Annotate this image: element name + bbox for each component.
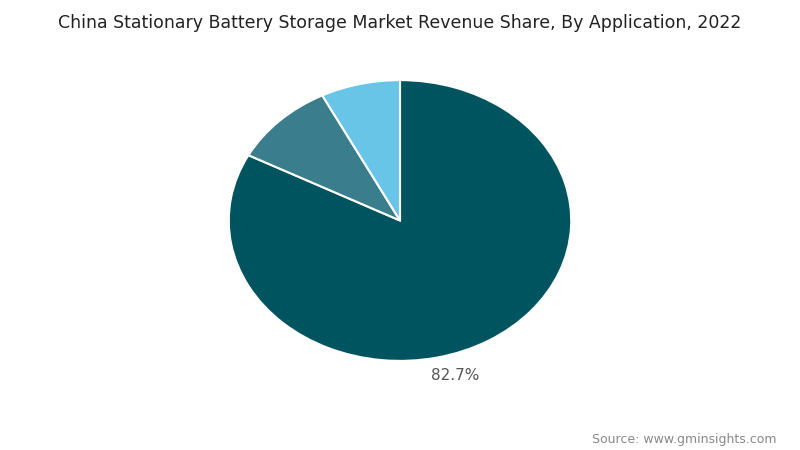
Wedge shape	[249, 95, 400, 220]
Text: China Stationary Battery Storage Market Revenue Share, By Application, 2022: China Stationary Battery Storage Market …	[58, 14, 742, 32]
Wedge shape	[322, 80, 400, 220]
Text: Source: www.gminsights.com: Source: www.gminsights.com	[591, 432, 776, 446]
Text: 82.7%: 82.7%	[431, 368, 479, 383]
Wedge shape	[229, 80, 571, 361]
